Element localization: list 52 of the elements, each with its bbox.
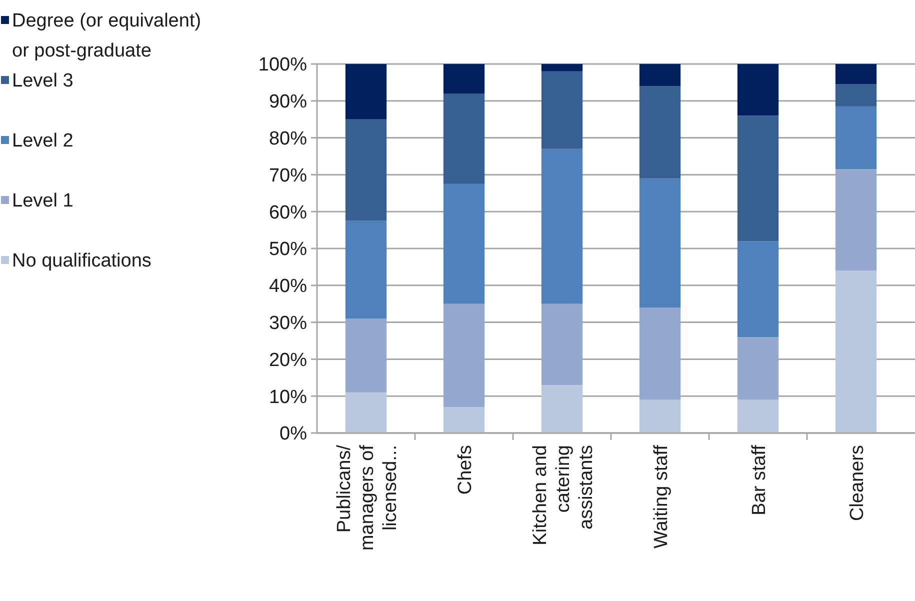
bar bbox=[639, 178, 681, 308]
x-tick-label: Chefs bbox=[455, 445, 476, 495]
bar bbox=[345, 318, 387, 392]
x-tick-label: Bar staff bbox=[749, 444, 770, 516]
y-tick-label: 20% bbox=[268, 350, 308, 371]
y-tick-label: 60% bbox=[268, 202, 308, 224]
bar bbox=[737, 337, 779, 400]
bar bbox=[835, 106, 877, 170]
x-tick-label: Publicans/ managers of licensed... bbox=[334, 444, 401, 551]
bar bbox=[443, 94, 485, 184]
bar bbox=[541, 148, 583, 304]
bar bbox=[835, 84, 877, 106]
legend-label: Degree (or equivalent) or post-graduate bbox=[12, 10, 202, 62]
bar bbox=[639, 64, 681, 86]
legend-label: Level 1 bbox=[12, 190, 74, 212]
y-tick-label: 100% bbox=[258, 54, 308, 76]
legend-label: Level 2 bbox=[12, 130, 74, 152]
bar bbox=[541, 64, 583, 72]
bar bbox=[443, 64, 485, 94]
bar bbox=[345, 119, 387, 221]
bar bbox=[835, 64, 877, 84]
y-tick-label: 80% bbox=[268, 128, 308, 150]
bar bbox=[443, 184, 485, 304]
bar bbox=[345, 220, 387, 319]
bar bbox=[737, 64, 779, 116]
bar bbox=[541, 385, 583, 433]
bar bbox=[443, 407, 485, 433]
y-tick-label: 10% bbox=[268, 386, 308, 408]
bar bbox=[345, 64, 387, 120]
legend-label: No qualifications bbox=[12, 250, 152, 272]
bar bbox=[443, 304, 485, 408]
bar bbox=[345, 392, 387, 433]
bar bbox=[737, 400, 779, 433]
y-tick-label: 40% bbox=[268, 276, 308, 298]
x-tick-label: Kitchen and catering assistants bbox=[530, 445, 597, 546]
x-tick-label: Cleaners bbox=[847, 445, 868, 522]
bar bbox=[639, 400, 681, 433]
y-tick-label: 50% bbox=[268, 239, 308, 260]
bar bbox=[737, 241, 779, 338]
x-tick-label: Waiting staff bbox=[651, 444, 672, 548]
y-tick-label: 90% bbox=[268, 92, 308, 113]
y-tick-label: 0% bbox=[280, 424, 308, 445]
bar bbox=[639, 308, 681, 400]
bar bbox=[835, 169, 877, 271]
legend-label: Level 3 bbox=[12, 70, 74, 92]
bar bbox=[541, 304, 583, 386]
bar bbox=[639, 86, 681, 178]
bar bbox=[835, 270, 877, 433]
y-tick-label: 30% bbox=[268, 312, 308, 334]
bar bbox=[737, 116, 779, 242]
y-tick-label: 70% bbox=[268, 165, 308, 186]
bar bbox=[541, 71, 583, 149]
